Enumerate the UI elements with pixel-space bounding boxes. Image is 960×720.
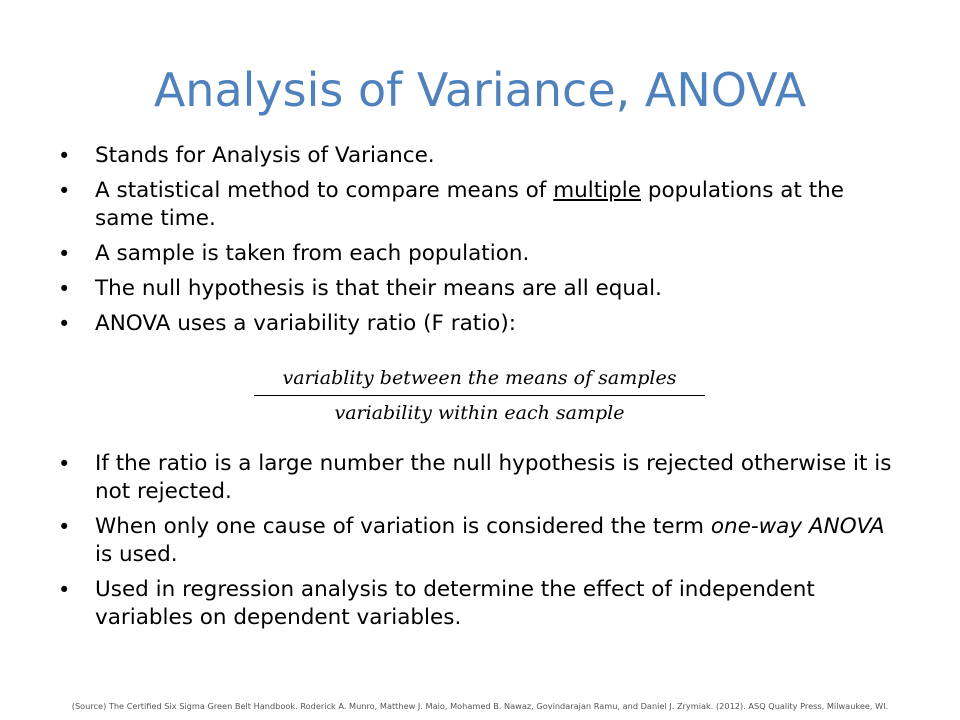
bullet-text: The null hypothesis is that their means … — [95, 276, 662, 301]
bullet-dot-icon: • — [58, 312, 71, 336]
bullet-text-pre: A statistical method to compare means of — [95, 178, 554, 203]
bullet-dot-icon: • — [58, 578, 71, 602]
bullet-text: If the ratio is a large number the null … — [95, 451, 892, 504]
bullet-dot-icon: • — [58, 179, 71, 203]
bullet-text-underlined: multiple — [553, 178, 641, 203]
bullet-text: Used in regression analysis to determine… — [95, 577, 815, 630]
bullet-dot-icon: • — [58, 144, 71, 168]
bullet-text-post: populations at the same time. — [95, 178, 844, 231]
bullet-item: • A sample is taken from each population… — [56, 240, 906, 268]
bullet-item: • A statistical method to compare means … — [56, 177, 906, 233]
bullet-item: • When only one cause of variation is co… — [56, 513, 906, 569]
slide-title: Analysis of Variance, ANOVA — [153, 63, 807, 117]
bullet-list-bottom: • If the ratio is a large number the nul… — [56, 450, 906, 639]
bullet-text: A sample is taken from each population. — [95, 241, 530, 266]
bullet-item: • ANOVA uses a variability ratio (F rati… — [56, 310, 906, 338]
bullet-text-pre: When only one cause of variation is cons… — [95, 514, 711, 539]
bullet-dot-icon: • — [58, 277, 71, 301]
formula-denominator: variability within each sample — [334, 402, 625, 424]
bullet-item: • Stands for Analysis of Variance. — [56, 142, 906, 170]
bullet-text-post: is used. — [95, 542, 178, 567]
bullet-item: • If the ratio is a large number the nul… — [56, 450, 906, 506]
bullet-dot-icon: • — [58, 242, 71, 266]
bullet-dot-icon: • — [58, 515, 71, 539]
bullet-dot-icon: • — [58, 452, 71, 476]
bullet-text: ANOVA uses a variability ratio (F ratio)… — [95, 311, 516, 336]
bullet-list-top: • Stands for Analysis of Variance. • A s… — [56, 142, 906, 345]
bullet-item: • Used in regression analysis to determi… — [56, 576, 906, 632]
fraction-bar — [254, 395, 705, 396]
source-citation: (Source) The Certified Six Sigma Green B… — [71, 701, 889, 711]
f-ratio-formula: variablity between the means of samples … — [254, 364, 705, 427]
bullet-item: • The null hypothesis is that their mean… — [56, 275, 906, 303]
bullet-text: Stands for Analysis of Variance. — [95, 143, 435, 168]
bullet-text-italic: one-way ANOVA — [710, 514, 885, 539]
formula-numerator: variablity between the means of samples — [282, 367, 677, 389]
